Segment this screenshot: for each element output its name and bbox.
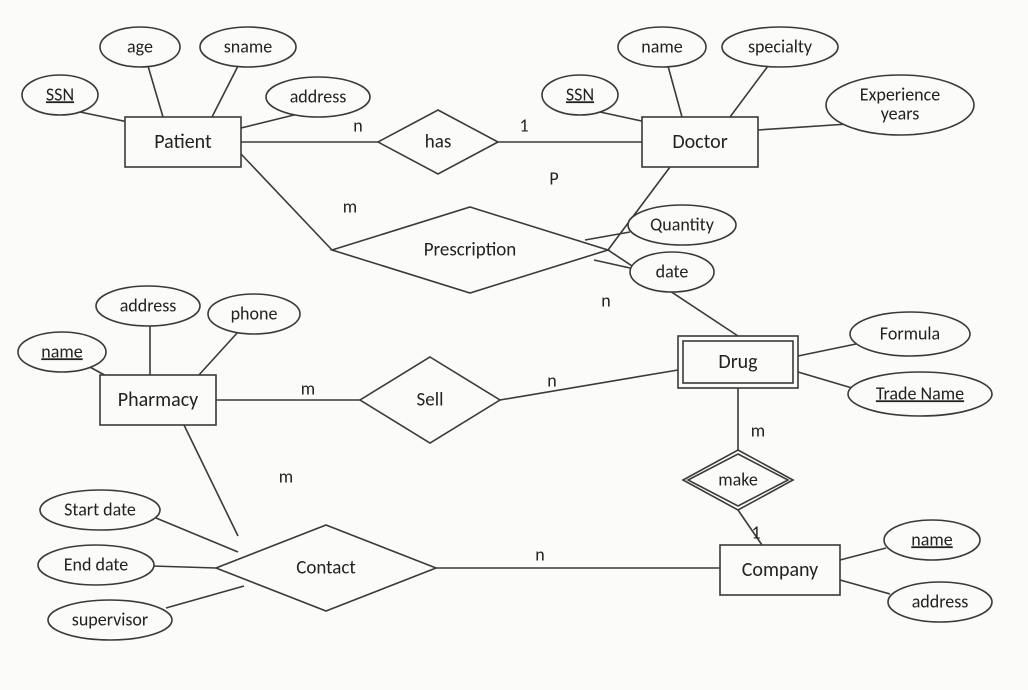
- cardinality-4: n: [601, 289, 610, 311]
- edge-attr-p-addr: [241, 114, 298, 128]
- attr-label-pharm_phone: phone: [231, 302, 278, 324]
- attr-label-drug_trade: Trade Name: [876, 382, 964, 404]
- attr-label-presc_qty: Quantity: [650, 213, 715, 235]
- edge-attr-p-sname: [212, 66, 238, 117]
- cardinality-8: 1: [751, 521, 760, 543]
- entity-label-patient: Patient: [154, 130, 212, 154]
- attr-label-cont_sup: supervisor: [72, 608, 148, 630]
- attr-label-pharm_name: name: [41, 340, 82, 362]
- edge-sell-drug: [500, 370, 678, 400]
- edge-attr-dr-trade: [798, 372, 852, 388]
- edge-attr-c-start: [156, 518, 238, 552]
- er-diagram: SSNagesnameaddressSSNnamespecialtyExperi…: [0, 0, 1028, 690]
- entity-label-drug: Drug: [718, 350, 758, 374]
- edge-attr-ph-phone: [198, 332, 238, 376]
- entity-label-doctor: Doctor: [672, 130, 727, 154]
- edge-patient-presc: [241, 154, 332, 250]
- cardinality-1: 1: [519, 114, 528, 136]
- attr-label-doctor_name: name: [641, 35, 682, 57]
- attr-label-presc_date: date: [656, 260, 689, 282]
- rel-label-contact: Contact: [296, 557, 356, 580]
- cardinality-7: m: [751, 419, 765, 441]
- edge-attr-pr-qty: [585, 232, 630, 240]
- cardinality-3: P: [549, 167, 558, 189]
- attr-label-cont_end: End date: [64, 553, 129, 575]
- entity-label-company: Company: [742, 558, 818, 582]
- cardinality-6: n: [547, 369, 556, 391]
- cardinality-5: m: [301, 377, 315, 399]
- edge-attr-co-name: [840, 548, 886, 560]
- attr-label-doctor_ssn: SSN: [566, 83, 594, 105]
- entity-label-pharmacy: Pharmacy: [118, 388, 198, 412]
- rel-label-make: make: [718, 468, 758, 490]
- edge-attr-c-end: [152, 566, 216, 568]
- attr-label-patient_address: address: [290, 85, 347, 107]
- edge-attr-p-ssn: [80, 112, 128, 122]
- attr-label-drug_formula: Formula: [880, 322, 940, 344]
- edge-pharmacy-contact: [184, 425, 238, 536]
- edge-attr-p-age: [148, 66, 163, 117]
- attr-label-doctor_spec: specialty: [748, 35, 813, 57]
- attr-label-cont_start: Start date: [64, 498, 136, 520]
- attr-label-comp_name: name: [911, 528, 952, 550]
- attr-label-comp_address: address: [912, 590, 969, 612]
- entities-layer: Patient Doctor Pharmacy Drug Company: [100, 117, 840, 595]
- edge-attr-co-addr: [840, 580, 890, 594]
- cardinality-10: n: [535, 543, 544, 565]
- cardinality-9: m: [279, 465, 293, 487]
- attr-label-pharm_address: address: [120, 294, 177, 316]
- cardinality-2: m: [343, 195, 357, 217]
- attr-label-patient_sname: sname: [224, 35, 272, 57]
- rel-label-sell: Sell: [417, 389, 444, 412]
- attr-label-patient_age: age: [127, 35, 153, 57]
- rel-label-has: has: [425, 131, 452, 154]
- edge-attr-d-ssn: [600, 112, 646, 122]
- edge-attr-dr-form: [798, 344, 856, 356]
- attr-label-patient_ssn: SSN: [46, 83, 74, 105]
- cardinality-0: n: [353, 114, 362, 136]
- edge-attr-d-spec: [730, 66, 768, 117]
- edge-attr-c-sup: [166, 586, 244, 608]
- edge-attr-d-name: [668, 66, 682, 117]
- edge-attr-d-exp: [758, 124, 848, 130]
- rel-label-prescription: Prescription: [424, 239, 517, 262]
